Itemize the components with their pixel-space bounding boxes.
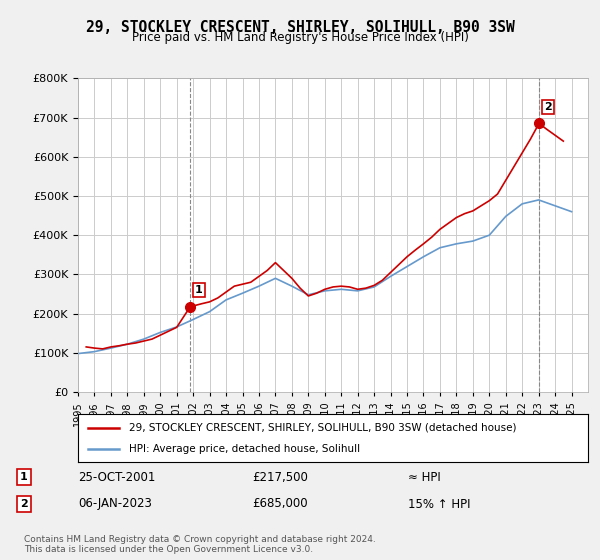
Text: 2: 2 bbox=[544, 102, 551, 112]
Text: £685,000: £685,000 bbox=[252, 497, 308, 511]
Text: 2: 2 bbox=[20, 499, 28, 509]
Text: 15% ↑ HPI: 15% ↑ HPI bbox=[408, 497, 470, 511]
Text: Price paid vs. HM Land Registry's House Price Index (HPI): Price paid vs. HM Land Registry's House … bbox=[131, 31, 469, 44]
Text: ≈ HPI: ≈ HPI bbox=[408, 470, 441, 484]
Text: 25-OCT-2001: 25-OCT-2001 bbox=[78, 470, 155, 484]
Text: 1: 1 bbox=[195, 285, 203, 295]
Text: £217,500: £217,500 bbox=[252, 470, 308, 484]
Text: 29, STOCKLEY CRESCENT, SHIRLEY, SOLIHULL, B90 3SW: 29, STOCKLEY CRESCENT, SHIRLEY, SOLIHULL… bbox=[86, 20, 514, 35]
Text: Contains HM Land Registry data © Crown copyright and database right 2024.
This d: Contains HM Land Registry data © Crown c… bbox=[24, 535, 376, 554]
Text: 06-JAN-2023: 06-JAN-2023 bbox=[78, 497, 152, 511]
Text: HPI: Average price, detached house, Solihull: HPI: Average price, detached house, Soli… bbox=[129, 444, 360, 454]
Text: 1: 1 bbox=[20, 472, 28, 482]
Text: 29, STOCKLEY CRESCENT, SHIRLEY, SOLIHULL, B90 3SW (detached house): 29, STOCKLEY CRESCENT, SHIRLEY, SOLIHULL… bbox=[129, 423, 517, 433]
